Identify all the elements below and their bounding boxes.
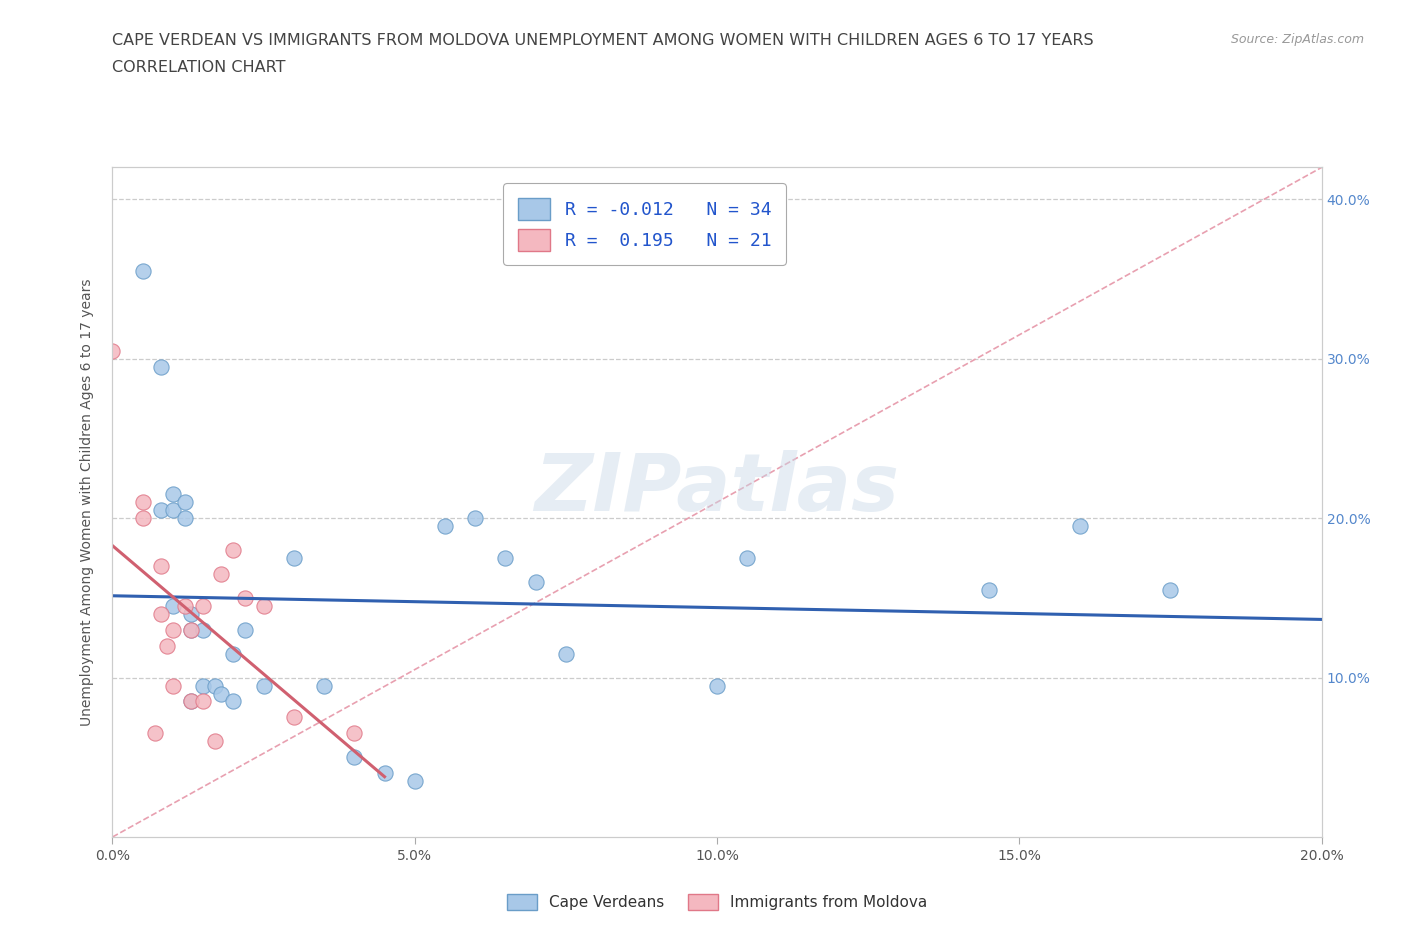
Point	[464, 511, 486, 525]
Text: CAPE VERDEAN VS IMMIGRANTS FROM MOLDOVA UNEMPLOYMENT AMONG WOMEN WITH CHILDREN A: CAPE VERDEAN VS IMMIGRANTS FROM MOLDOVA …	[112, 33, 1094, 47]
Point	[162, 503, 184, 518]
Point	[235, 622, 257, 637]
Text: CORRELATION CHART: CORRELATION CHART	[112, 60, 285, 75]
Point	[180, 694, 202, 709]
Point	[253, 598, 276, 613]
Point	[180, 606, 202, 621]
Point	[253, 678, 276, 693]
Point	[180, 622, 202, 637]
Point	[524, 575, 547, 590]
Text: ZIPatlas: ZIPatlas	[534, 450, 900, 528]
Point	[737, 551, 759, 565]
Point	[1159, 582, 1181, 597]
Point	[433, 519, 456, 534]
Point	[149, 559, 172, 574]
Point	[191, 678, 214, 693]
Point	[149, 359, 172, 374]
Point	[283, 551, 305, 565]
Text: Source: ZipAtlas.com: Source: ZipAtlas.com	[1230, 33, 1364, 46]
Point	[149, 503, 172, 518]
Point	[162, 622, 184, 637]
Point	[404, 774, 426, 789]
Point	[191, 694, 214, 709]
Point	[162, 486, 184, 501]
Point	[204, 678, 226, 693]
Point	[143, 726, 166, 741]
Point	[162, 598, 184, 613]
Point	[101, 343, 124, 358]
Point	[495, 551, 517, 565]
Point	[283, 710, 305, 724]
Point	[174, 511, 197, 525]
Point	[554, 646, 576, 661]
Point	[204, 734, 226, 749]
Point	[343, 726, 366, 741]
Point	[209, 566, 232, 581]
Y-axis label: Unemployment Among Women with Children Ages 6 to 17 years: Unemployment Among Women with Children A…	[80, 278, 94, 726]
Point	[149, 606, 172, 621]
Point	[180, 622, 202, 637]
Point	[191, 622, 214, 637]
Point	[132, 495, 155, 510]
Point	[1069, 519, 1091, 534]
Point	[180, 694, 202, 709]
Point	[156, 638, 179, 653]
Point	[222, 646, 245, 661]
Point	[343, 750, 366, 764]
Point	[174, 598, 197, 613]
Point	[209, 686, 232, 701]
Point	[174, 495, 197, 510]
Point	[374, 765, 396, 780]
Point	[132, 511, 155, 525]
Point	[132, 263, 155, 278]
Legend: Cape Verdeans, Immigrants from Moldova: Cape Verdeans, Immigrants from Moldova	[501, 888, 934, 916]
Point	[222, 694, 245, 709]
Point	[222, 542, 245, 557]
Point	[314, 678, 336, 693]
Point	[235, 591, 257, 605]
Point	[191, 598, 214, 613]
Point	[977, 582, 1000, 597]
Point	[706, 678, 728, 693]
Point	[162, 678, 184, 693]
